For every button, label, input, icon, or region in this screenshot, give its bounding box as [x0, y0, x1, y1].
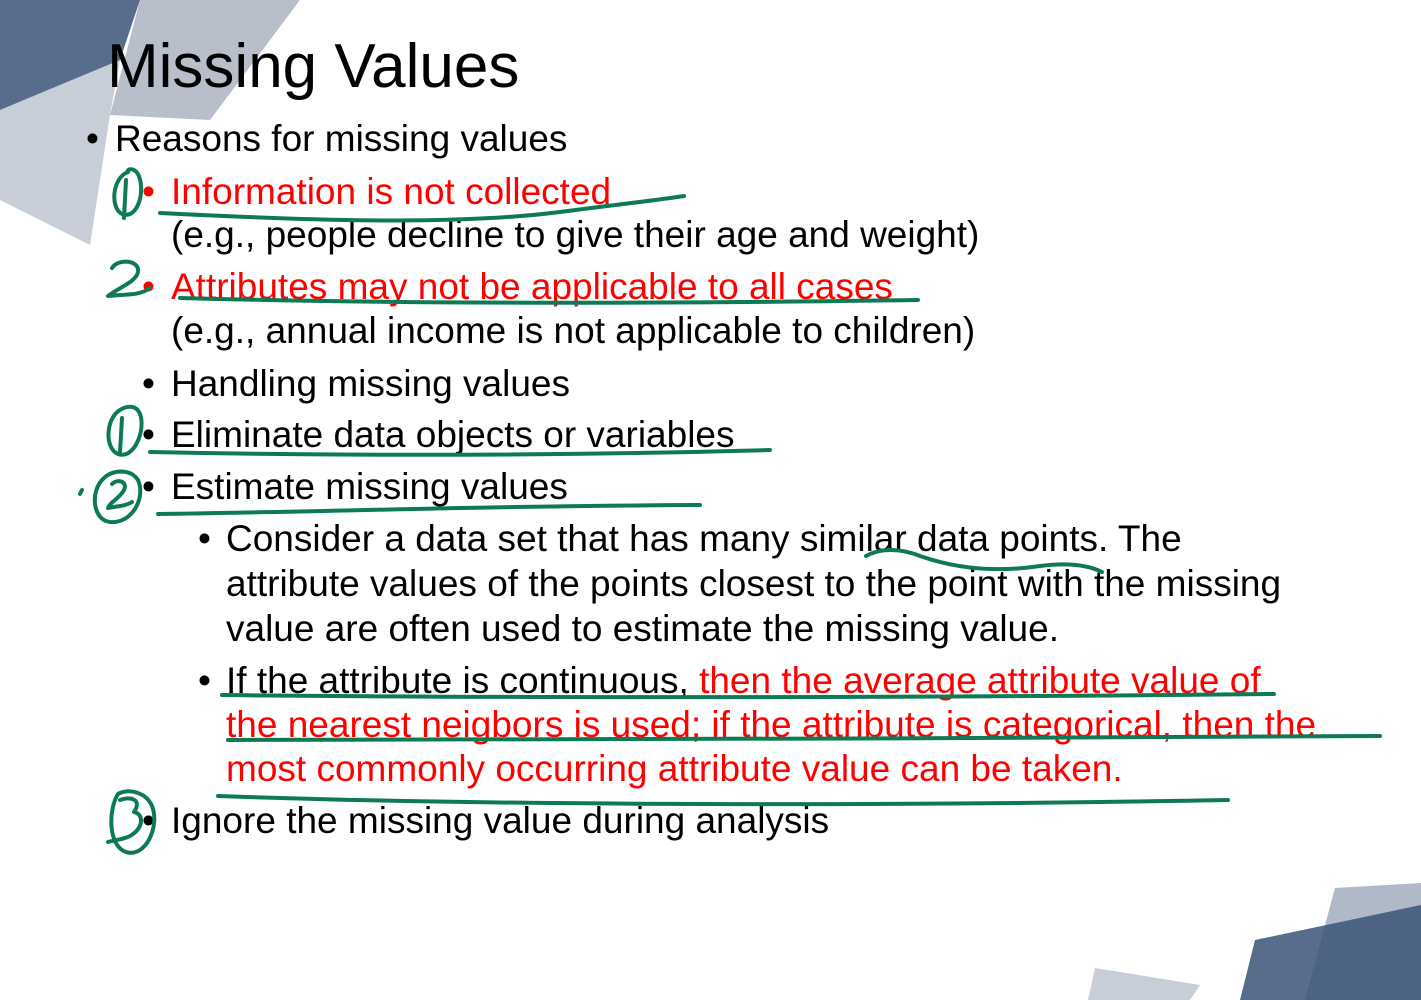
- estimate-2-line-1-red: then the average attribute value of: [699, 660, 1261, 701]
- estimate-1-line-3: value are often used to estimate the mis…: [226, 608, 1059, 649]
- reasons-heading: Reasons for missing values: [115, 118, 568, 159]
- handling-3: Ignore the missing value during analysis: [171, 800, 830, 841]
- estimate-1-line-2: attribute values of the points closest t…: [226, 563, 1282, 604]
- reason-1-example: (e.g., people decline to give their age …: [171, 214, 980, 255]
- handling-heading: Handling missing values: [171, 363, 570, 404]
- bullet: •: [86, 118, 99, 159]
- bullet: •: [142, 414, 155, 455]
- bullet: •: [142, 266, 155, 307]
- estimate-2-line-3: most commonly occurring attribute value …: [226, 748, 1123, 789]
- estimate-2-line-1: If the attribute is continuous, then the…: [226, 659, 1261, 703]
- bullet: •: [198, 660, 211, 701]
- handling-1: Eliminate data objects or variables: [171, 414, 735, 455]
- reason-2-title: Attributes may not be applicable to all …: [171, 266, 893, 307]
- reason-2-example: (e.g., annual income is not applicable t…: [171, 310, 976, 351]
- estimate-1-line-1: Consider a data set that has many simila…: [226, 518, 1182, 559]
- estimate-2-line-2: the nearest neigbors is used; if the att…: [226, 704, 1317, 745]
- bullet: •: [142, 800, 155, 841]
- bullet: •: [198, 518, 211, 559]
- bullet: •: [142, 466, 155, 507]
- bullet: •: [142, 171, 155, 212]
- estimate-2-line-1-black: If the attribute is continuous,: [226, 660, 700, 701]
- reason-1-title: Information is not collected: [171, 171, 612, 212]
- handling-2: Estimate missing values: [171, 466, 568, 507]
- bullet: •: [142, 363, 155, 404]
- slide-title: Missing Values: [107, 32, 520, 101]
